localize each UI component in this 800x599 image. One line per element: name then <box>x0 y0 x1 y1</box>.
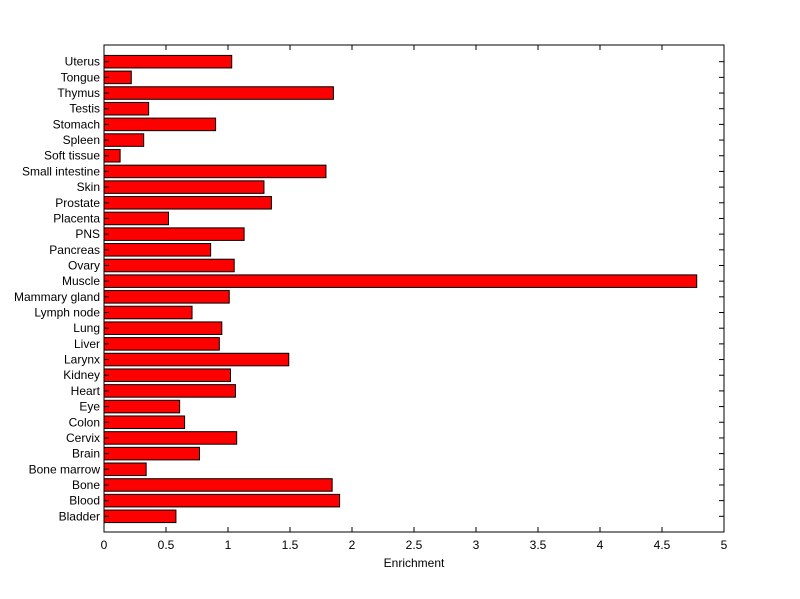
x-tick-label: 3.5 <box>530 538 547 552</box>
bar-bladder <box>103 509 177 524</box>
y-tick-label: Cervix <box>66 431 100 445</box>
bar-testis <box>103 101 150 116</box>
bar-mammary-gland <box>103 290 230 304</box>
y-tick-label: Small intestine <box>22 164 100 178</box>
bar-kidney <box>103 368 231 382</box>
x-tick-label: 2 <box>349 538 356 552</box>
bar-ovary <box>103 258 235 273</box>
y-tick-label: Liver <box>74 337 100 351</box>
bar-prostate <box>103 196 272 210</box>
bar-small-intestine <box>103 164 327 179</box>
x-tick-label: 0.5 <box>158 538 175 552</box>
y-tick-label: Brain <box>72 447 100 461</box>
bar-spleen <box>103 133 145 147</box>
bar-bone <box>103 478 333 492</box>
bar-liver <box>103 337 220 351</box>
y-tick-label: Thymus <box>57 86 100 100</box>
bar-lymph-node <box>103 305 193 320</box>
y-tick-label: PNS <box>75 227 100 241</box>
bar-placenta <box>103 211 169 226</box>
y-tick-label: Kidney <box>63 368 100 382</box>
x-tick-label: 4.5 <box>654 538 671 552</box>
y-tick-label: Placenta <box>53 211 100 225</box>
y-tick-label: Lung <box>73 321 100 335</box>
y-tick-label: Lymph node <box>34 306 100 320</box>
y-tick-label: Muscle <box>62 274 100 288</box>
y-tick-label: Uterus <box>65 55 100 69</box>
x-axis-ticks: 0 0.5 1 1.5 2 2.5 3 3.5 4 4.5 5 <box>101 45 728 552</box>
y-tick-label: Skin <box>77 180 100 194</box>
y-tick-label: Spleen <box>63 133 100 147</box>
bar-larynx <box>103 352 290 367</box>
y-tick-label: Blood <box>69 494 100 508</box>
bar-thymus <box>103 86 334 100</box>
x-tick-label: 5 <box>721 538 728 552</box>
bar-pancreas <box>103 243 212 257</box>
y-tick-label: Heart <box>71 384 101 398</box>
bar-lung <box>103 321 223 335</box>
bar-uterus <box>103 54 233 69</box>
y-tick-label: Tongue <box>61 70 101 84</box>
bar-blood <box>103 493 341 508</box>
y-tick-label: Colon <box>69 415 100 429</box>
bar-heart <box>103 384 236 398</box>
bar-cervix <box>103 431 238 445</box>
x-axis-title: Enrichment <box>384 556 445 570</box>
y-tick-label: Ovary <box>68 258 100 272</box>
y-tick-label: Soft tissue <box>44 149 100 163</box>
x-tick-label: 3 <box>473 538 480 552</box>
bar-pns <box>103 227 245 241</box>
bar-bone-marrow <box>103 462 147 477</box>
bar-skin <box>103 180 265 194</box>
y-tick-label: Bone marrow <box>29 462 101 476</box>
y-tick-label: Eye <box>79 400 100 414</box>
bar-eye <box>103 399 181 414</box>
x-tick-label: 1 <box>225 538 232 552</box>
bar-stomach <box>103 117 217 132</box>
x-tick-label: 0 <box>101 538 108 552</box>
y-tick-label: Larynx <box>64 353 100 367</box>
y-tick-label: Pancreas <box>49 243 100 257</box>
bar-colon <box>103 415 186 430</box>
y-tick-label: Stomach <box>53 117 100 131</box>
bar-muscle <box>103 274 698 288</box>
y-tick-label: Mammary gland <box>14 290 100 304</box>
y-tick-label: Testis <box>69 102 100 116</box>
x-tick-label: 1.5 <box>282 538 299 552</box>
y-tick-label: Prostate <box>55 196 100 210</box>
x-tick-label: 2.5 <box>406 538 423 552</box>
y-tick-label: Bladder <box>59 509 100 523</box>
bar-brain <box>103 446 200 461</box>
y-tick-label: Bone <box>72 478 100 492</box>
x-tick-label: 4 <box>597 538 604 552</box>
